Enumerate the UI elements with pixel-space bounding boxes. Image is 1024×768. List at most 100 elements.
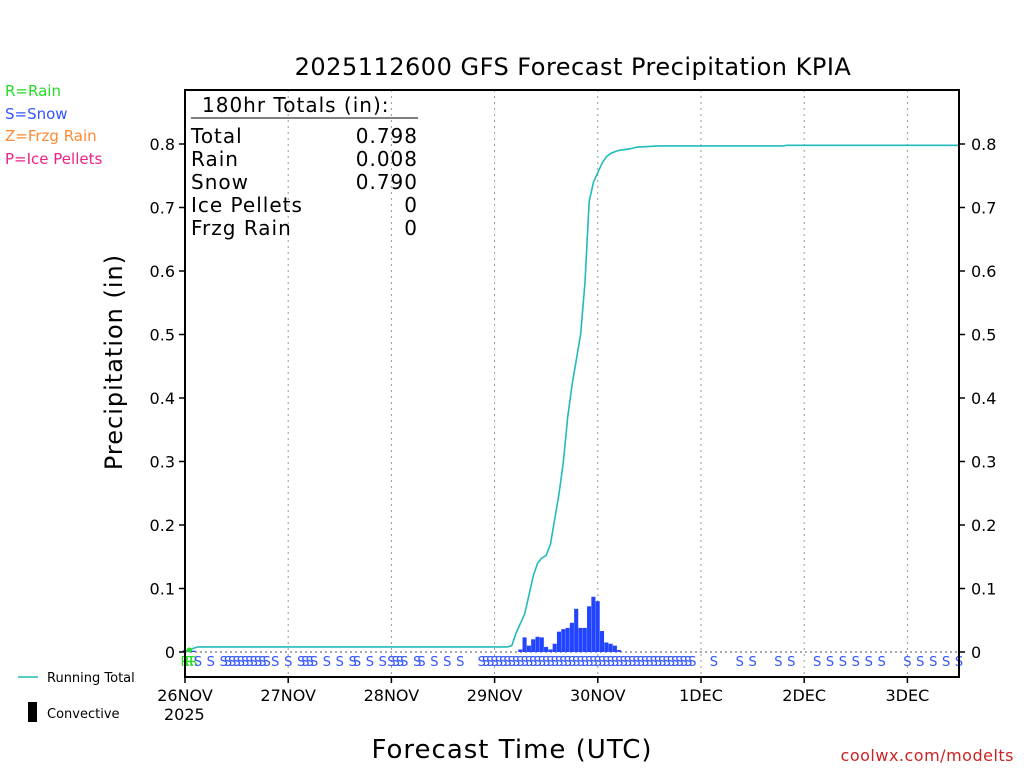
x-axis-ticks: 26NOV 27NOV 28NOV 29NOV 30NOV 1DEC 2DEC 3DEC <box>157 677 929 705</box>
precip-bar <box>565 627 570 652</box>
ptype-snow-marker: S <box>297 655 305 670</box>
ptype-snow-marker: S <box>650 655 658 670</box>
running-total-legend-label: Running Total <box>47 671 135 686</box>
ptype-snow-marker: S <box>220 655 228 670</box>
x-tick-label: 27NOV <box>260 686 316 705</box>
precip-bar <box>535 636 540 652</box>
ptype-snow-marker: S <box>542 655 550 670</box>
convective-legend-label: Convective <box>47 707 120 722</box>
x-axis-label: Forecast Time (UTC) <box>371 735 652 765</box>
ptype-snow-marker: S <box>576 655 584 670</box>
ptype-snow-marker: S <box>250 655 258 670</box>
ptype-snow-marker: S <box>508 655 516 670</box>
ptype-snow-marker: S <box>207 655 215 670</box>
ptype-snow-marker: S <box>589 655 597 670</box>
totals-title: 180hr Totals (in): <box>202 93 390 117</box>
ptype-snow-marker: S <box>619 655 627 670</box>
ptype-snow-marker: S <box>826 655 834 670</box>
ptype-snow-marker: S <box>624 655 632 670</box>
y-tick-label-left: 0.4 <box>150 389 175 408</box>
precip-bar <box>556 631 562 652</box>
totals-row-value: 0.798 <box>356 124 418 148</box>
ptype-rain-marker: R <box>185 655 194 670</box>
ptype-snow-marker: S <box>306 655 314 670</box>
ptype-snow-marker: S <box>400 655 408 670</box>
ptype-snow-marker: S <box>684 655 692 670</box>
legend-snow: S=Snow <box>5 105 68 123</box>
ptype-snow-marker: S <box>271 655 279 670</box>
ptype-snow-marker: S <box>688 655 696 670</box>
x-tick-label: 26NOV <box>157 686 213 705</box>
ptype-snow-marker: S <box>546 655 554 670</box>
ptype-snow-marker: S <box>237 655 245 670</box>
ptype-snow-marker: S <box>538 655 546 670</box>
x-tick-label: 2DEC <box>782 686 826 705</box>
rain-start-dot <box>186 647 192 653</box>
ptype-snow-marker: S <box>263 655 271 670</box>
precip-bar <box>548 649 553 652</box>
precip-bar <box>544 646 549 652</box>
totals-row-label: Total <box>190 124 243 148</box>
plot-frame <box>184 89 960 678</box>
ptype-snow-marker: S <box>607 655 615 670</box>
precip-bar <box>569 622 574 652</box>
precip-bar <box>522 637 527 652</box>
precip-bar <box>599 631 605 652</box>
ptype-snow-marker: S <box>258 655 266 670</box>
ptype-snow-marker: S <box>903 655 911 670</box>
ptype-snow-marker: S <box>551 655 559 670</box>
ptype-snow-marker: S <box>877 655 885 670</box>
ptype-snow-marker: S <box>671 655 679 670</box>
ptype-snow-marker: S <box>349 655 357 670</box>
ptype-rain-marker: R <box>189 655 198 670</box>
y-tick-label-right: 0.2 <box>971 516 996 535</box>
y-tick-label-right: 0.4 <box>971 389 996 408</box>
precip-bar <box>595 601 600 652</box>
ptype-snow-marker: S <box>254 655 262 670</box>
precip-bar <box>604 642 609 652</box>
precip-bar <box>518 649 523 652</box>
ptype-snow-marker: S <box>942 655 950 670</box>
y-tick-label-right: 0.6 <box>971 262 996 281</box>
ptype-snow-marker: S <box>443 655 451 670</box>
ptype-snow-marker: S <box>839 655 847 670</box>
ptype-snow-marker: S <box>413 655 421 670</box>
ptype-snow-marker: S <box>284 655 292 670</box>
legend-frzg-rain: Z=Frzg Rain <box>5 127 97 145</box>
ptype-snow-marker: S <box>615 655 623 670</box>
ptype-snow-marker: S <box>645 655 653 670</box>
ptype-snow-marker: S <box>667 655 675 670</box>
ptype-snow-marker: S <box>396 655 404 670</box>
convective-legend-swatch <box>28 702 37 722</box>
ptype-snow-marker: S <box>478 655 486 670</box>
ptype-snow-marker: S <box>680 655 688 670</box>
running-total-line-group <box>184 144 959 653</box>
x-tick-label: 29NOV <box>467 686 523 705</box>
ptype-snow-marker: S <box>748 655 756 670</box>
ptype-snow-marker: S <box>710 655 718 670</box>
precip-bar <box>552 643 557 652</box>
x-tick-label: 28NOV <box>364 686 420 705</box>
ptype-snow-marker: S <box>353 655 361 670</box>
series-legend: Running Total Convective <box>18 671 135 722</box>
ptype-snow-marker: S <box>224 655 232 670</box>
precip-bar <box>574 608 579 652</box>
credit-label: coolwx.com/modelts <box>841 746 1014 765</box>
ptype-snow-marker: S <box>598 655 606 670</box>
ptype-snow-marker: S <box>301 655 309 670</box>
x-tick-label: 30NOV <box>570 686 626 705</box>
y-tick-label-left: 0.8 <box>150 135 175 154</box>
ptype-snow-marker: S <box>486 655 494 670</box>
totals-row-label: Frzg Rain <box>191 216 292 240</box>
ptype-snow-marker: S <box>336 655 344 670</box>
precip-bar <box>526 645 531 652</box>
precip-bar <box>561 629 566 652</box>
y-tick-label-left: 0 <box>165 643 175 662</box>
precip-bar <box>531 639 536 652</box>
chart-title: 2025112600 GFS Forecast Precipitation KP… <box>295 53 852 81</box>
ptype-snow-marker: S <box>241 655 249 670</box>
ptype-snow-marker: S <box>641 655 649 670</box>
ptype-snow-marker: S <box>632 655 640 670</box>
y-tick-label-left: 0.2 <box>150 516 175 535</box>
totals-row-label: Rain <box>191 147 239 171</box>
